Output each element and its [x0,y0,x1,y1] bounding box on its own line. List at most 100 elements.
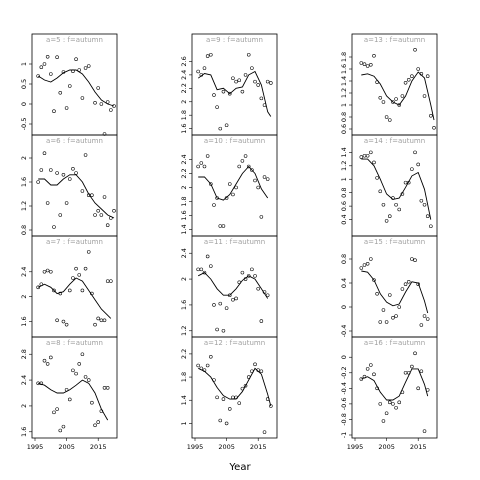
data-point [90,291,94,296]
y-tick-label: 1.8 [340,52,348,62]
data-point [39,381,44,386]
data-point [218,418,223,423]
data-point [384,411,389,415]
y-tick-label: 1 [20,62,28,66]
data-point [49,355,53,360]
data-point [64,322,69,327]
panel-strip-label: a=8 : f=autumn [46,339,103,347]
data-point [410,167,414,171]
data-point [93,101,97,105]
y-tick-label: 2.4 [20,267,28,277]
data-point [227,91,232,96]
y-tick-label: 0 [340,305,348,309]
data-point [387,118,392,122]
data-point [372,54,376,58]
y-tick-label: 1.2 [180,326,188,336]
data-point [90,193,94,197]
smooth-line [38,174,115,219]
data-point [372,278,376,282]
data-point [416,386,420,391]
data-point [394,97,398,101]
data-point [71,69,75,73]
data-point [96,86,100,90]
data-point [234,185,238,190]
data-point [359,61,364,65]
panel-frame [31,336,118,439]
data-point [419,198,424,203]
data-point [39,65,44,69]
data-point [256,286,260,291]
data-point [86,378,91,382]
panel-frame [351,33,438,136]
panel: a=6 : f=autumn 0.8 1.2 1.6 2 [20,134,118,237]
panel: a=13 : f=autumn 0.6 0.8 1 1.2 1.4 1.6 1.8 [340,33,438,136]
y-tick-label: 0.6 [340,124,348,134]
data-point [416,282,420,286]
data-point [42,358,47,363]
data-point [400,390,405,394]
data-point [234,79,238,84]
data-point [372,372,376,377]
y-tick-label: 1.6 [20,316,28,326]
data-point [93,213,97,217]
data-point [240,386,245,391]
panel: a=8 : f=autumn 1.6 2 2.4 2.8 [20,336,118,439]
data-point [45,201,50,205]
data-point [416,162,420,167]
panel: a=7 : f=autumn 1.6 2 2.4 [20,235,118,338]
y-tick-label: -0.4 [340,325,348,338]
panel-frame [191,33,278,136]
data-point [55,171,59,175]
data-point [359,266,364,270]
data-point [413,258,417,262]
y-tick-label: 1.2 [20,201,28,211]
panel-grid: a=5 : f=autumn -0.5 0 0.5 1 a=9 : f=autumn 1.6… [20,33,438,439]
panel-strip-label: a=6 : f=autumn [46,137,103,145]
data-point [221,328,226,333]
data-point [202,66,207,70]
data-point [86,64,91,68]
y-tick-label: -0.5 [20,118,28,131]
data-point [231,192,235,197]
data-point [67,288,72,293]
data-point [102,132,107,136]
data-point [202,270,207,275]
panel-strip-label: a=14 : f=autumn [364,137,425,145]
data-point [381,203,386,207]
y-tick-label: 2 [180,100,188,104]
data-point [243,383,248,388]
y-tick-label: 0.5 [20,79,28,89]
data-point [403,282,408,286]
data-point [55,55,59,59]
panel: a=12 : f=autumn 1 1.4 1.8 2.2 [180,336,278,439]
data-point [109,108,113,112]
data-point [250,369,254,374]
data-point [387,400,392,405]
data-point [246,164,251,169]
data-point [39,168,44,172]
data-point [77,273,82,277]
data-point [237,401,242,405]
y-tick-label: 2.2 [180,168,188,178]
data-point [259,369,264,374]
y-tick-label: 2 [20,404,28,408]
data-point [384,115,389,119]
smooth-line [361,270,429,314]
data-point [80,189,85,193]
data-point [391,402,395,406]
data-point [369,363,373,367]
y-tick-label: 1 [340,103,348,107]
data-point [109,216,113,220]
data-point [42,270,47,274]
y-tick-label: 1.6 [20,177,28,187]
data-point [410,74,414,78]
smooth-line [37,69,115,107]
data-point [422,429,427,433]
data-point [400,287,405,291]
data-point [212,378,216,382]
smooth-line [197,70,272,117]
data-point [259,319,264,323]
data-point [224,421,229,426]
data-point [425,317,430,321]
